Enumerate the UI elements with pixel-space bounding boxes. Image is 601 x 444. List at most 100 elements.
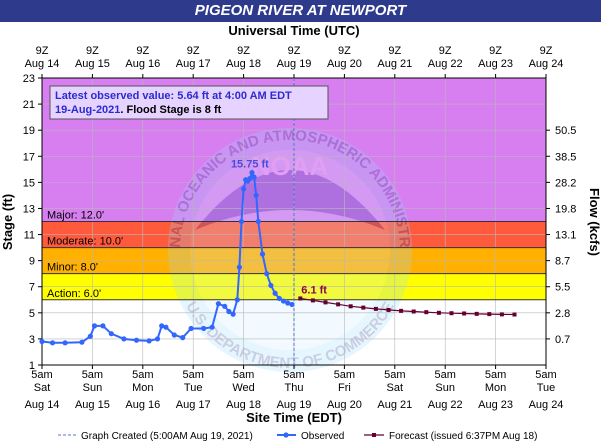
observed-point	[226, 308, 232, 315]
flow-tick-label: 2.8	[555, 308, 570, 320]
observed-point	[238, 218, 245, 225]
top-tick-date: Aug 16	[125, 58, 160, 70]
bottom-tick-time: 5am	[82, 369, 103, 381]
observed-point	[133, 337, 140, 343]
bottom-tick-day: Tue	[184, 382, 203, 394]
axes: 13579111315171921230.72.85.58.713.119.82…	[0, 23, 601, 425]
forecast-point	[298, 296, 303, 301]
legend-forecast-label: Forecast (issued 6:37PM Aug 18)	[389, 431, 537, 442]
forecast-point	[373, 306, 378, 311]
forecast-point	[424, 310, 429, 315]
x-axis-title: Site Time (EDT)	[246, 410, 342, 425]
y-tick-label: 1	[29, 360, 35, 372]
bottom-tick-day: Sun	[435, 382, 455, 394]
bottom-tick-date: Aug 16	[125, 399, 160, 411]
bottom-tick-time: 5am	[485, 369, 506, 381]
forecast-point	[499, 312, 504, 317]
forecast-point	[512, 312, 517, 317]
bottom-tick-date: Aug 15	[75, 399, 110, 411]
top-tick-label: 9Z	[187, 45, 200, 57]
top-tick-label: 9Z	[288, 45, 301, 57]
observed-point	[215, 301, 221, 307]
annotation-flood-stage: . Flood Stage is 8 ft	[120, 104, 221, 116]
observed-point	[163, 324, 169, 330]
observed-point	[230, 311, 236, 317]
observed-point	[268, 282, 274, 289]
top-tick-date: Aug 20	[327, 58, 362, 70]
forecast-point	[386, 307, 391, 312]
observed-point	[108, 331, 114, 337]
observed-point	[236, 264, 242, 270]
observed-point	[285, 300, 291, 306]
y-tick-label: 13	[23, 203, 35, 215]
bottom-tick-date: Aug 21	[377, 399, 412, 411]
observed-point	[209, 324, 215, 330]
observed-point	[241, 186, 247, 192]
top-tick-label: 9Z	[86, 45, 99, 57]
flow-tick-label: 8.7	[555, 256, 570, 268]
annotation-line2: 19-Aug-2021. Flood Stage is 8 ft	[55, 104, 222, 116]
observed-point	[280, 298, 287, 304]
y-tick-label: 15	[23, 177, 35, 189]
top-tick-date: Aug 18	[226, 58, 261, 70]
forecast-point	[487, 312, 492, 317]
bottom-tick-day: Mon	[132, 382, 153, 394]
y-axis-title: Stage (ft)	[0, 194, 15, 250]
annotation-line1: Latest observed value: 5.64 ft at 4:00 A…	[55, 90, 292, 102]
bottom-tick-day: Sat	[387, 382, 404, 394]
bottom-tick-date: Aug 20	[327, 399, 362, 411]
top-tick-label: 9Z	[136, 45, 149, 57]
bottom-tick-time: 5am	[384, 369, 405, 381]
observed-point	[276, 295, 282, 302]
observed-point	[62, 340, 68, 346]
top-tick-date: Aug 24	[529, 58, 564, 70]
forecast-point	[348, 304, 353, 309]
bottom-tick-time: 5am	[434, 369, 455, 381]
bottom-tick-day: Mon	[485, 382, 506, 394]
forecast-point	[310, 298, 315, 303]
y-tick-label: 7	[29, 282, 35, 294]
peak-label: 15.75 ft	[231, 159, 269, 171]
observed-point	[259, 251, 266, 257]
observed-point	[91, 323, 98, 329]
annotation-date: 19-Aug-2021	[55, 104, 120, 116]
observed-point	[154, 336, 161, 342]
annotation-box	[49, 85, 329, 120]
series-layer: 15.75 ft 6.1 ft	[39, 78, 517, 365]
bottom-tick-day: Sun	[83, 382, 103, 394]
bottom-tick-time: 5am	[31, 369, 52, 381]
forecast-point	[361, 305, 366, 310]
observed-point	[251, 174, 257, 180]
bottom-tick-day: Fri	[338, 382, 351, 394]
top-tick-label: 9Z	[237, 45, 250, 57]
top-tick-date: Aug 22	[428, 58, 463, 70]
top-tick-date: Aug 14	[25, 58, 60, 70]
observed-point	[79, 339, 85, 345]
bottom-tick-time: 5am	[233, 369, 254, 381]
top-tick-date: Aug 17	[176, 58, 211, 70]
top-tick-label: 9Z	[338, 45, 351, 57]
bottom-tick-date: Aug 14	[25, 399, 60, 411]
bottom-tick-time: 5am	[334, 369, 355, 381]
top-tick-label: 9Z	[388, 45, 401, 57]
bottom-tick-day: Tue	[537, 382, 556, 394]
observed-point	[289, 301, 295, 308]
category-label-2: Moderate: 10.0'	[47, 236, 123, 248]
observed-point	[39, 338, 45, 345]
flow-tick-label: 13.1	[555, 230, 576, 242]
legend-forecast-marker	[372, 433, 376, 437]
legend-observed-label: Observed	[301, 431, 344, 442]
bottom-tick-day: Thu	[285, 382, 304, 394]
bottom-tick-time: 5am	[132, 369, 153, 381]
top-tick-date: Aug 23	[478, 58, 513, 70]
category-label-1: Minor: 8.0'	[47, 262, 98, 274]
top-tick-label: 9Z	[489, 45, 502, 57]
observed-point	[222, 303, 228, 309]
observed-point	[264, 271, 270, 277]
category-label-0: Action: 6.0'	[47, 288, 101, 300]
observed-point	[180, 335, 186, 341]
bottom-tick-time: 5am	[535, 369, 556, 381]
bottom-tick-time: 5am	[283, 369, 304, 381]
flow-tick-label: 28.2	[555, 177, 576, 189]
